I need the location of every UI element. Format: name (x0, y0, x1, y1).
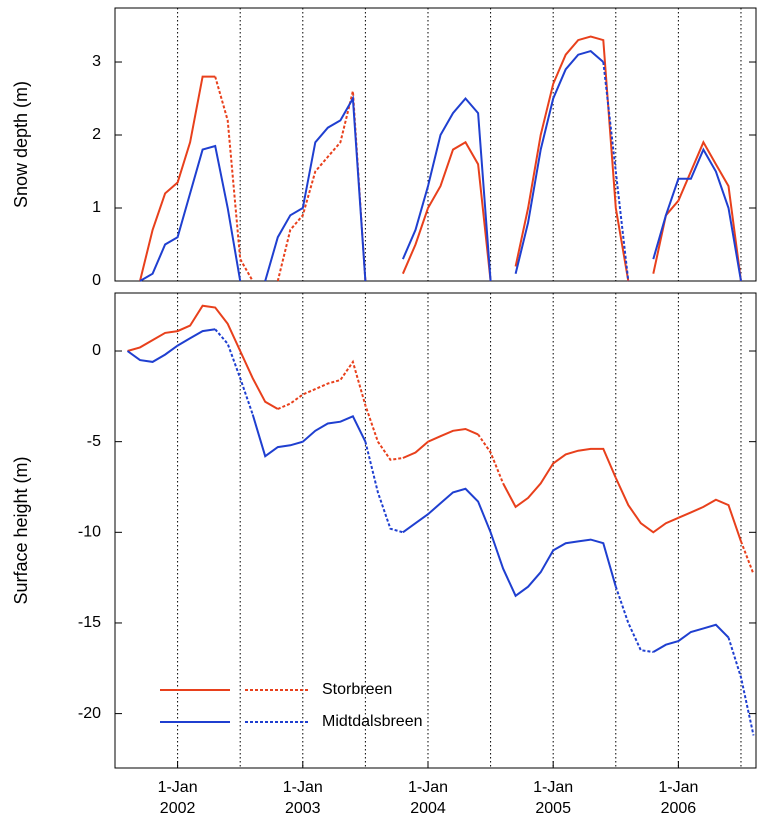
series-line (402, 487, 617, 598)
series-line (514, 49, 604, 274)
y-tick-label: 2 (92, 126, 101, 143)
x-tick-label: 1-Jan 2004 (407, 779, 448, 817)
series-line (277, 359, 404, 461)
series-line (514, 35, 630, 282)
y-tick-label: 3 (92, 53, 101, 70)
series-line (364, 441, 404, 534)
series-line (401, 96, 492, 282)
y-tick-label: -15 (78, 614, 101, 631)
y-tick-label: 0 (92, 342, 101, 359)
series-line (652, 623, 730, 653)
series-line (740, 541, 755, 575)
x-tick-label: 1-Jan 2006 (658, 779, 699, 817)
x-tick-label: 1-Jan 2002 (157, 779, 198, 817)
series-line (602, 61, 630, 282)
plot-frame (114, 292, 757, 769)
series-line (139, 75, 216, 282)
series-line (477, 433, 505, 484)
series-line (264, 95, 367, 282)
series-line (214, 328, 254, 415)
series-line (127, 304, 279, 410)
series-line (652, 147, 742, 282)
series-line (251, 414, 367, 458)
x-tick-label: 1-Jan 2005 (533, 779, 574, 817)
y-tick-label: -5 (87, 433, 101, 450)
legend-label: Midtdalsbreen (322, 713, 423, 730)
plot-frame (114, 7, 757, 282)
y-axis-label: Surface height (m) (11, 456, 31, 604)
series-line (652, 140, 742, 282)
series-line (126, 328, 216, 363)
legend-label: Storbreen (322, 681, 392, 698)
y-tick-label: -20 (78, 705, 101, 722)
y-tick-label: 1 (92, 199, 101, 216)
y-tick-label: -10 (78, 524, 101, 541)
series-line (502, 447, 742, 542)
x-tick-label: 1-Jan 2003 (282, 779, 323, 817)
series-line (214, 76, 254, 282)
series-line (276, 90, 367, 282)
series-line (402, 427, 479, 459)
series-line (401, 140, 492, 282)
y-tick-label: 0 (92, 272, 101, 289)
series-line (139, 144, 242, 282)
y-axis-label: Snow depth (m) (11, 81, 31, 208)
series-line (614, 586, 654, 653)
series-line (727, 637, 755, 736)
